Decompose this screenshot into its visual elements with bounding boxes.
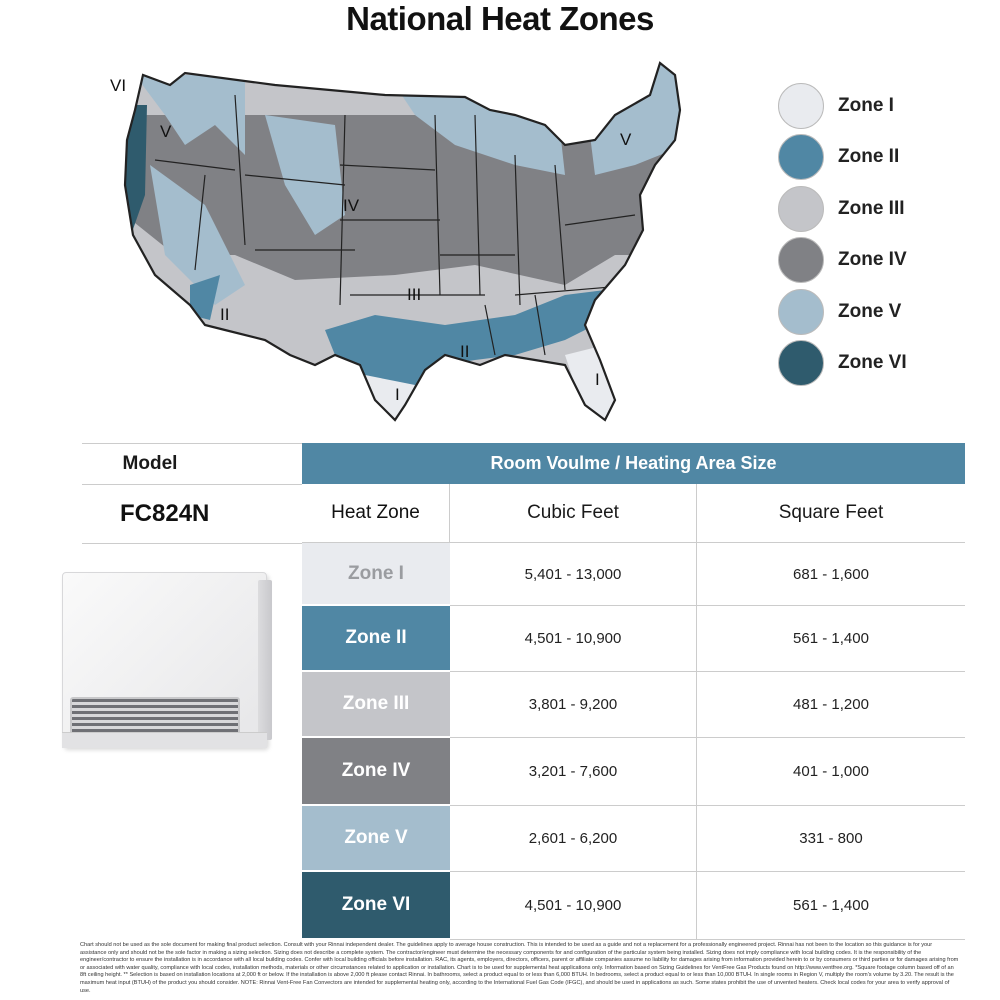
cubic-feet-cell: 4,501 - 10,900 bbox=[450, 606, 697, 672]
legend-item: Zone VI bbox=[778, 338, 907, 390]
square-feet-cell: 561 - 1,400 bbox=[697, 872, 965, 940]
cubic-feet-cell: 2,601 - 6,200 bbox=[450, 806, 697, 872]
heat-zone-cell: Zone I bbox=[302, 543, 450, 606]
map-label: I bbox=[395, 385, 400, 404]
map-label: VI bbox=[110, 76, 126, 95]
square-feet-cell: 331 - 800 bbox=[697, 806, 965, 872]
square-feet-cell: 481 - 1,200 bbox=[697, 672, 965, 738]
group-header: Room Voulme / Heating Area Size bbox=[302, 443, 965, 484]
column-header-heat-zone: Heat Zone bbox=[302, 484, 450, 543]
map-label: V bbox=[620, 130, 632, 149]
zone-swatch bbox=[778, 237, 824, 284]
map-label: II bbox=[220, 305, 229, 324]
model-header: Model bbox=[122, 453, 178, 474]
heat-zone-cell: Zone VI bbox=[302, 872, 450, 940]
heat-zone-cell: Zone III bbox=[302, 672, 450, 738]
heat-zone-cell: Zone V bbox=[302, 806, 450, 872]
legend-item: Zone II bbox=[778, 132, 907, 184]
square-feet-cell: 401 - 1,000 bbox=[697, 738, 965, 806]
cubic-feet-cell: 3,201 - 7,600 bbox=[450, 738, 697, 806]
column-header-square-feet: Square Feet bbox=[697, 484, 965, 543]
model-name: FC824N bbox=[120, 500, 210, 527]
cubic-feet-cell: 5,401 - 13,000 bbox=[450, 543, 697, 606]
disclaimer-text: Chart should not be used as the sole doc… bbox=[80, 942, 959, 994]
zone-swatch bbox=[778, 340, 824, 387]
zone-i-area bbox=[365, 375, 415, 420]
square-feet-cell: 681 - 1,600 bbox=[697, 543, 965, 606]
legend-item: Zone V bbox=[778, 286, 907, 338]
zone-swatch bbox=[778, 82, 824, 129]
map-label: II bbox=[460, 342, 469, 361]
legend-item: Zone III bbox=[778, 183, 907, 235]
heat-zone-map: VI V IV III II II I I V bbox=[110, 61, 682, 422]
cubic-feet-cell: 3,801 - 9,200 bbox=[450, 672, 697, 738]
cubic-feet-cell: 4,501 - 10,900 bbox=[450, 872, 697, 940]
map-label: IV bbox=[343, 196, 360, 215]
map-label: III bbox=[407, 285, 421, 304]
map-label: I bbox=[595, 370, 600, 389]
legend-item: Zone IV bbox=[778, 235, 907, 287]
heater-product-image bbox=[62, 572, 274, 750]
zone-swatch bbox=[778, 134, 824, 181]
page-title: National Heat Zones bbox=[346, 0, 654, 37]
heat-zone-cell: Zone II bbox=[302, 606, 450, 672]
zone-swatch bbox=[778, 288, 824, 335]
legend-item: Zone I bbox=[778, 80, 907, 132]
zone-swatch bbox=[778, 185, 824, 232]
map-label: V bbox=[160, 122, 172, 141]
heat-zone-cell: Zone IV bbox=[302, 738, 450, 806]
column-header-cubic-feet: Cubic Feet bbox=[450, 484, 697, 543]
zone-v-area bbox=[135, 75, 245, 155]
square-feet-cell: 561 - 1,400 bbox=[697, 606, 965, 672]
zone-legend: Zone I Zone II Zone III Zone IV Zone V Z… bbox=[778, 80, 907, 389]
